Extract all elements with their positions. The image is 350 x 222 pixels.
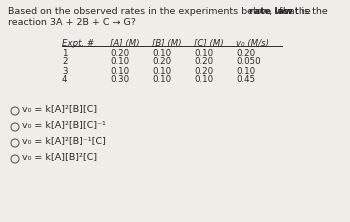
Text: 1: 1 <box>62 48 68 57</box>
Text: 2: 2 <box>62 57 68 67</box>
Text: 0.30: 0.30 <box>110 75 129 85</box>
Text: 0.20: 0.20 <box>236 48 255 57</box>
Text: 0.10: 0.10 <box>194 48 213 57</box>
Text: reaction 3A + 2B + C → G?: reaction 3A + 2B + C → G? <box>8 18 136 27</box>
Text: v₀ = k[A][B]²[C]: v₀ = k[A][B]²[C] <box>22 153 97 161</box>
Text: rate law: rate law <box>249 7 293 16</box>
Text: [C] (M): [C] (M) <box>194 39 224 48</box>
Text: Expt. #: Expt. # <box>62 39 94 48</box>
Text: 0.20: 0.20 <box>110 48 129 57</box>
Text: 0.20: 0.20 <box>152 57 171 67</box>
Text: Based on the observed rates in the experiments below, what is the: Based on the observed rates in the exper… <box>8 7 331 16</box>
Text: 0.20: 0.20 <box>194 57 213 67</box>
Text: 0.10: 0.10 <box>152 48 171 57</box>
Text: 4: 4 <box>62 75 68 85</box>
Text: [A] (M): [A] (M) <box>110 39 140 48</box>
Text: 0.10: 0.10 <box>194 75 213 85</box>
Text: 0.10: 0.10 <box>110 67 129 75</box>
Text: 0.050: 0.050 <box>236 57 261 67</box>
Text: for the: for the <box>276 7 311 16</box>
Text: 3: 3 <box>62 67 68 75</box>
Text: [B] (M): [B] (M) <box>152 39 182 48</box>
Text: v₀ = k[A]²[B][C]: v₀ = k[A]²[B][C] <box>22 105 97 113</box>
Text: 0.10: 0.10 <box>110 57 129 67</box>
Text: v₀ = k[A]²[B]⁻¹[C]: v₀ = k[A]²[B]⁻¹[C] <box>22 137 106 145</box>
Text: 0.10: 0.10 <box>152 75 171 85</box>
Text: v₀ = k[A]²[B][C]⁻¹: v₀ = k[A]²[B][C]⁻¹ <box>22 121 106 129</box>
Text: 0.45: 0.45 <box>236 75 255 85</box>
Text: 0.10: 0.10 <box>236 67 255 75</box>
Text: v₀ (M/s): v₀ (M/s) <box>236 39 269 48</box>
Text: 0.10: 0.10 <box>152 67 171 75</box>
Text: 0.20: 0.20 <box>194 67 213 75</box>
